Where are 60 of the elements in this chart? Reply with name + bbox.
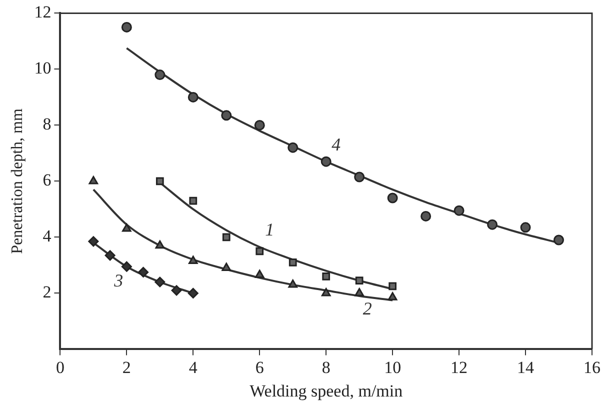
point: [138, 266, 149, 278]
x-tick-label: 4: [188, 358, 198, 377]
point: [388, 292, 398, 300]
series-label: 2: [362, 298, 372, 319]
point: [321, 288, 331, 296]
point: [154, 276, 166, 288]
x-tick-label: 16: [584, 358, 600, 377]
x-axis-title: Welding speed, m/min: [250, 381, 404, 400]
point: [121, 261, 132, 272]
point: [121, 22, 132, 32]
y-tick-label: 12: [34, 2, 52, 22]
point: [104, 250, 116, 261]
y-tick-label: 2: [42, 282, 52, 302]
point: [222, 262, 232, 271]
point: [254, 120, 265, 130]
x-tick-label: 14: [517, 358, 535, 377]
point: [88, 176, 98, 184]
point: [188, 92, 198, 102]
point: [354, 172, 365, 182]
x-tick-label: 2: [122, 358, 131, 377]
x-tick-label: 8: [322, 358, 330, 377]
point: [554, 234, 564, 246]
x-tick-label: 10: [384, 358, 402, 377]
point: [354, 288, 364, 296]
point: [221, 110, 232, 121]
point: [355, 276, 364, 285]
point: [222, 233, 230, 242]
y-tick-label: 6: [42, 170, 52, 190]
series-label: 1: [265, 220, 274, 240]
point: [189, 196, 198, 205]
point: [487, 219, 498, 230]
point: [155, 240, 165, 249]
y-axis-title: Penetration depth, mm: [8, 108, 26, 254]
point: [254, 270, 264, 278]
point: [388, 282, 397, 290]
point: [288, 280, 298, 288]
point: [322, 272, 330, 280]
point: [420, 210, 432, 222]
point: [256, 247, 264, 256]
y-tick-label: 8: [42, 114, 52, 134]
point: [288, 142, 298, 153]
x-tick-label: 6: [255, 358, 264, 377]
point: [171, 285, 182, 296]
y-tick-label: 10: [34, 58, 52, 78]
point: [156, 177, 164, 186]
x-tick-label: 12: [450, 358, 468, 377]
point: [454, 205, 464, 216]
point: [188, 256, 198, 264]
x-tick-label: 0: [56, 358, 64, 377]
point: [88, 236, 99, 247]
point: [320, 156, 332, 167]
point: [387, 192, 398, 204]
point: [122, 224, 132, 232]
point: [520, 222, 531, 233]
point: [154, 70, 166, 80]
point: [188, 288, 198, 298]
point: [288, 258, 297, 266]
series-label: 4: [332, 134, 341, 154]
series-label: 3: [113, 270, 124, 290]
y-tick-label: 4: [42, 226, 52, 246]
